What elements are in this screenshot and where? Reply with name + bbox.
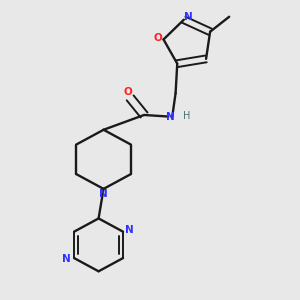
Text: O: O [153, 33, 162, 43]
Text: O: O [123, 87, 132, 97]
Text: N: N [166, 112, 175, 122]
Text: N: N [184, 12, 193, 22]
Text: N: N [125, 225, 134, 236]
Text: H: H [182, 111, 190, 121]
Text: N: N [62, 254, 71, 264]
Text: N: N [99, 190, 108, 200]
